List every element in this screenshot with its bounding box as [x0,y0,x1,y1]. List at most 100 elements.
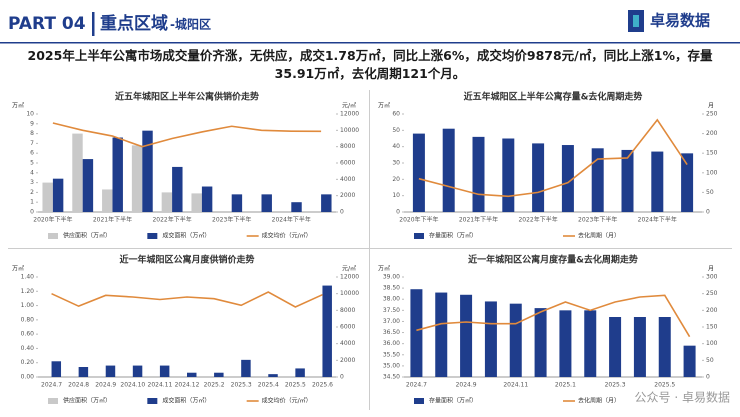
y-tick-label: 2 [30,189,34,196]
bar [172,166,183,212]
y-tick-label: 38.00 [383,296,400,303]
y-tick-label: 0.00 [21,374,35,381]
y2-tick-label: 50 [706,189,714,196]
bar [472,136,485,212]
y2-tick-label: 12000 [340,111,359,118]
x-tick-label: 2020年下半年 [33,216,72,224]
y-tick-label: 10 [26,111,34,118]
bar [131,145,143,212]
x-tick-label: 2024.7 [406,382,427,389]
y-axis-unit: 万㎡ [378,265,390,273]
y-tick-label: 20 [392,176,400,183]
divider-h [8,248,732,249]
y-tick-label: 35.50 [383,351,400,358]
bar [291,202,302,212]
bar [509,303,522,377]
bar [609,317,622,377]
y2-tick-label: 50 [706,357,714,364]
bar [42,182,53,212]
bar [321,194,332,212]
section-subtitle: -城阳区 [170,17,211,32]
legend-label: 存量面积（万㎡） [429,232,477,240]
chart-title: 近一年城阳区公寓月度存量&去化周期走势 [468,254,638,266]
chart-title: 近五年城阳区上半年公寓存量&去化周期走势 [464,91,643,103]
logo-text: 卓易数据 [650,12,710,30]
y-tick-label: 60 [392,111,400,118]
legend-swatch [48,233,58,239]
x-tick-label: 2024.7 [41,382,62,389]
bar [161,192,173,212]
bar [82,159,94,212]
y-tick-label: 1.40 [21,274,35,281]
separator [92,12,95,36]
x-tick-label: 2024.11 [148,382,173,389]
x-tick-label: 2024.9 [456,382,477,389]
bar [268,374,278,377]
y2-tick-label: 250 [706,290,718,297]
bar [442,128,455,212]
legend-label: 去化周期（月） [578,232,620,240]
line-series [52,122,322,148]
legend-swatch [147,398,158,404]
section-title: 重点区域 [100,13,168,34]
x-tick-label: 2025.3 [231,382,252,389]
y2-tick-label: 6000 [340,160,355,167]
y2-axis-unit: 元/㎡ [342,102,356,110]
y-tick-label: 37.50 [383,307,400,314]
bar [105,365,116,377]
logo-icon-inner [633,15,639,27]
legend-label: 供应面积（万㎡） [63,397,111,405]
y2-tick-label: 6000 [340,324,355,331]
bar [681,153,694,212]
bar [102,189,113,212]
y2-tick-label: 12000 [340,274,359,281]
y-tick-label: 3 [30,179,34,186]
divider-v [369,90,370,410]
y2-tick-label: 250 [706,111,718,118]
y-tick-label: 7 [30,140,34,147]
y2-axis-unit: 元/㎡ [342,265,356,273]
y2-tick-label: 100 [706,169,718,176]
y2-tick-label: 150 [706,324,718,331]
bar [201,186,213,212]
summary: 2025年上半年公寓市场成交量价齐涨，无供应，成交1.78万㎡，同比上涨6%，成… [27,48,713,81]
bar [112,137,123,212]
legend-swatch [414,233,424,239]
x-tick-label: 2022年下半年 [518,216,557,224]
x-tick-label: 2024年下半年 [638,216,677,224]
bar [78,367,89,377]
bar [231,194,243,212]
bar [591,148,604,212]
y-tick-label: 0.20 [21,359,35,366]
y2-axis-unit: 月 [708,266,714,273]
y-tick-label: 30 [392,160,400,167]
y2-tick-label: 4000 [340,176,355,183]
y2-tick-label: 200 [706,307,718,314]
y2-tick-label: 4000 [340,340,355,347]
y-tick-label: 5 [30,160,34,167]
y-tick-label: 0 [30,209,34,216]
y-tick-label: 0.60 [21,331,35,338]
y-tick-label: 0 [396,209,400,216]
y2-tick-label: 0 [706,374,710,381]
bar [132,365,143,377]
bar [142,130,153,212]
bar [295,368,305,377]
legend-label: 成交均价（元/㎡） [262,232,312,240]
x-tick-label: 2024.11 [503,382,528,389]
x-tick-label: 2025.3 [605,382,626,389]
legend-label: 存量面积（万㎡） [429,397,477,405]
watermark: 公众号 · 卓易数据 [635,390,730,405]
x-tick-label: 2025.4 [258,382,279,389]
bar [412,133,425,212]
bar [532,143,545,212]
y2-tick-label: 0 [340,374,344,381]
header-rule [0,42,740,44]
y2-tick-label: 10000 [340,290,359,297]
bar [633,317,646,377]
y-tick-label: 8 [30,130,34,137]
legend-swatch [48,398,58,404]
y2-tick-label: 8000 [340,143,355,150]
x-tick-label: 2025.1 [555,382,576,389]
bar [410,289,423,377]
